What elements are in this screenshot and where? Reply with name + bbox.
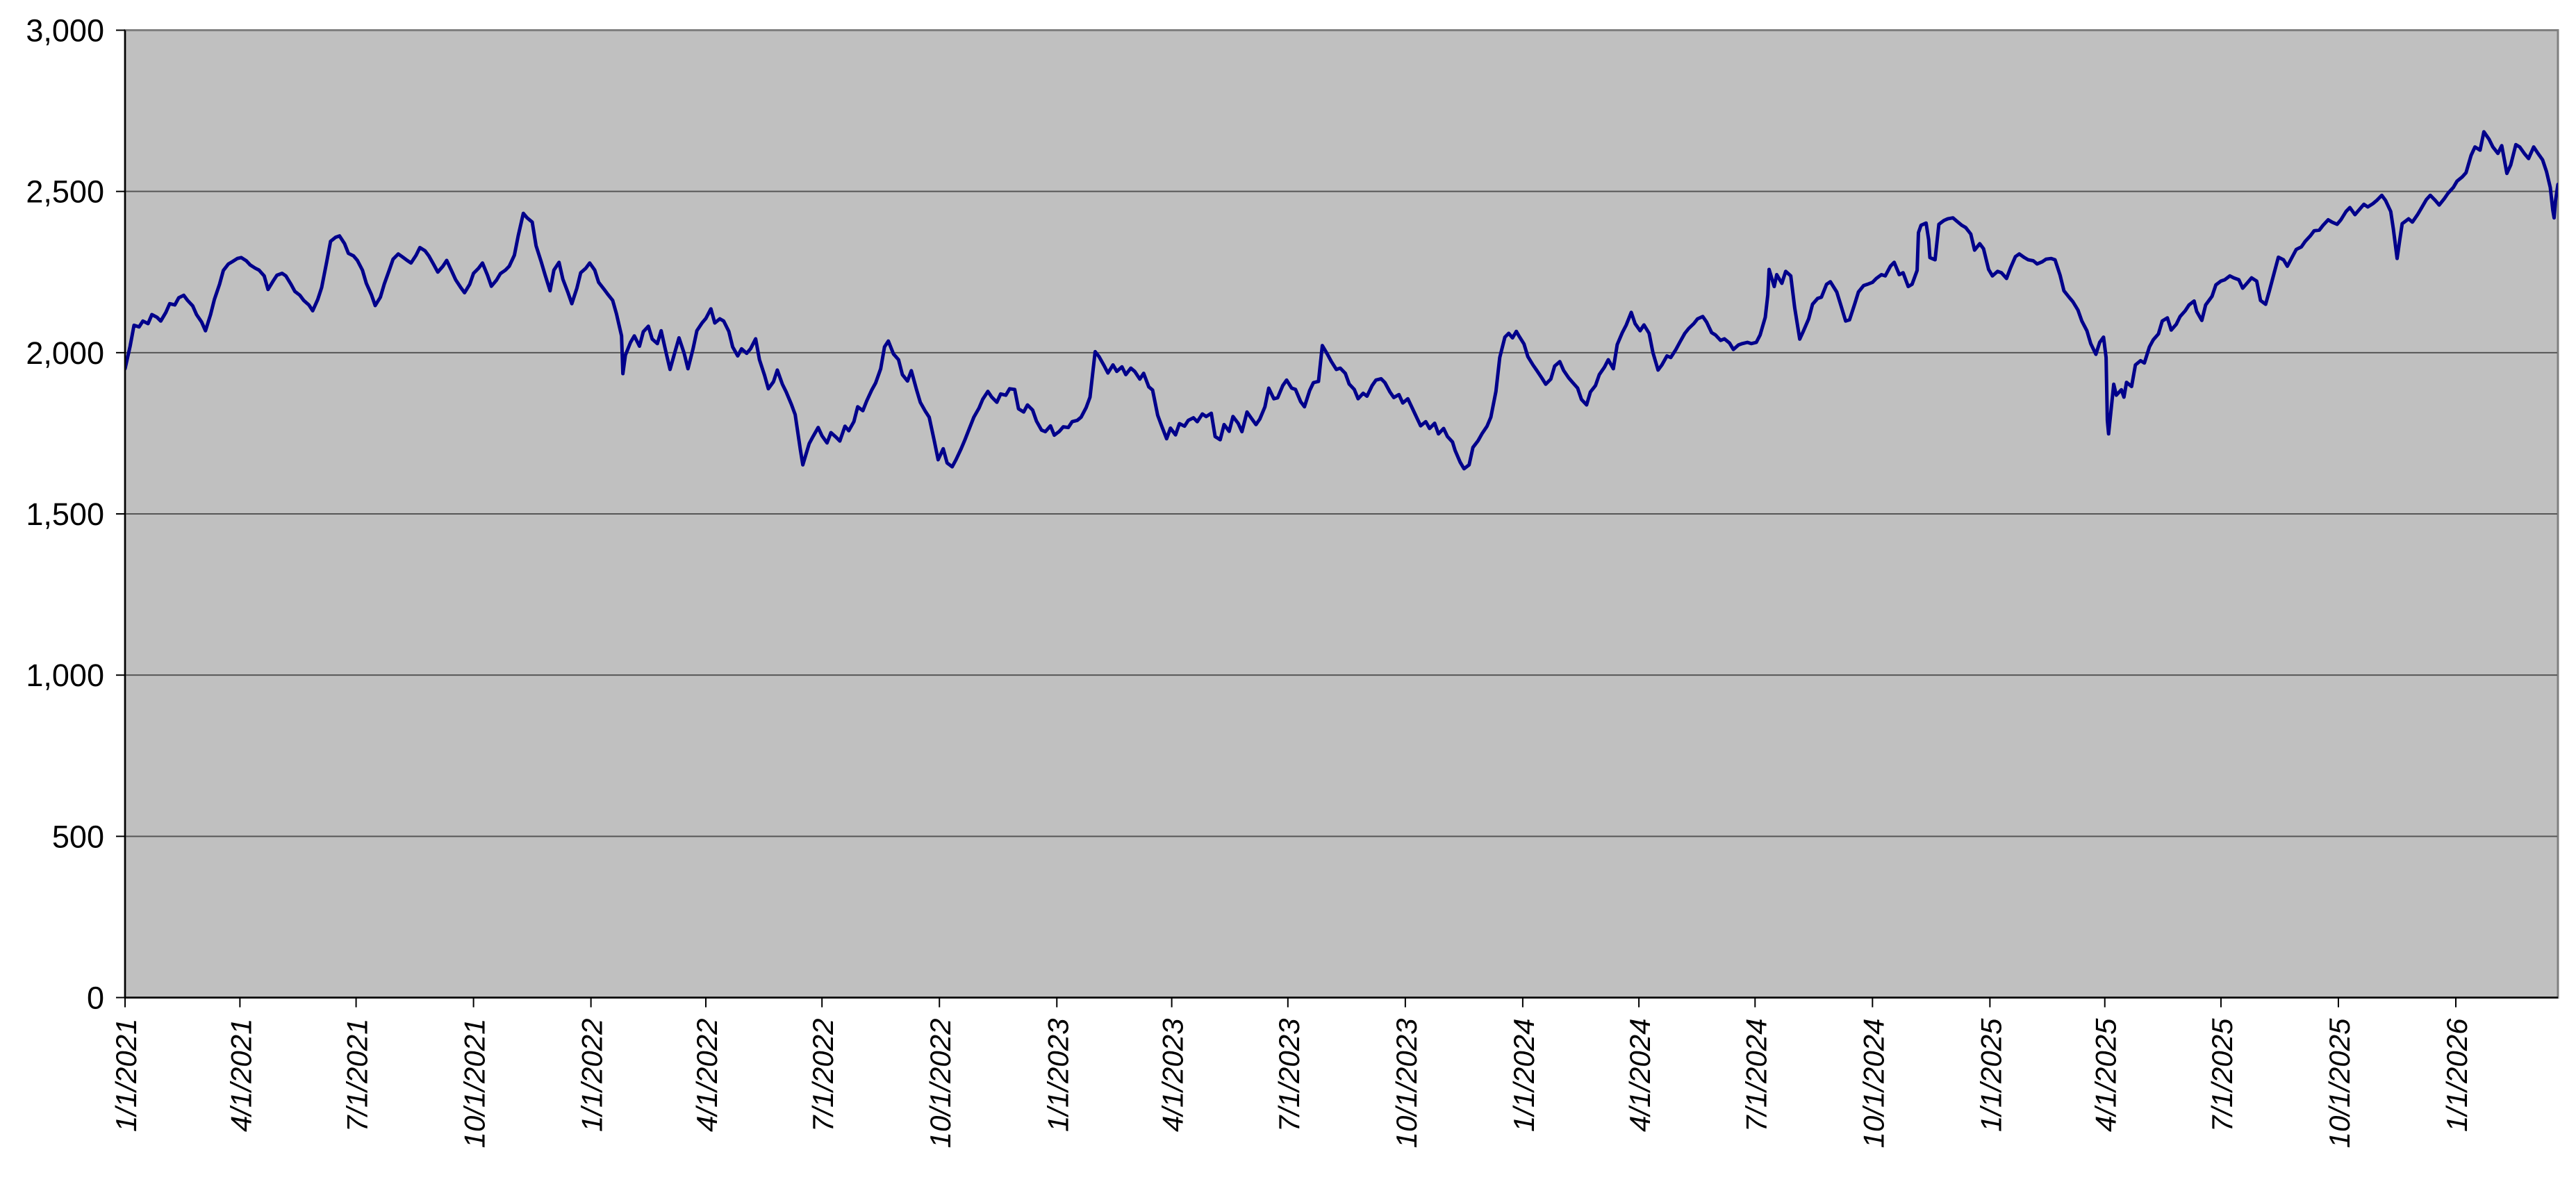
y-axis-label: 2,500 — [26, 174, 104, 210]
x-axis-label: 4/1/2022 — [691, 1019, 723, 1133]
x-axis-label: 1/1/2026 — [2441, 1018, 2473, 1132]
y-axis-label: 2,000 — [26, 335, 104, 371]
x-axis-label: 10/1/2021 — [459, 1019, 491, 1149]
x-axis-label: 4/1/2021 — [224, 1019, 257, 1133]
data-series-line — [125, 130, 2558, 471]
x-axis-label: 1/1/2022 — [576, 1019, 609, 1133]
x-axis-label: 1/1/2021 — [110, 1019, 142, 1133]
x-axis-label: 10/1/2023 — [1390, 1018, 1423, 1148]
x-axis-label: 7/1/2024 — [1740, 1019, 1772, 1133]
x-axis-label: 1/1/2024 — [1508, 1019, 1540, 1133]
x-axis-label: 4/1/2025 — [2090, 1018, 2122, 1132]
x-axis-label: 10/1/2025 — [2323, 1018, 2356, 1148]
x-axis-label: 1/1/2025 — [1974, 1018, 2007, 1132]
y-axis-label: 3,000 — [26, 13, 104, 49]
x-axis-label: 4/1/2024 — [1624, 1019, 1656, 1133]
x-axis-label: 7/1/2021 — [341, 1019, 374, 1133]
y-axis-label: 0 — [87, 981, 104, 1016]
y-axis-label: 1,500 — [26, 497, 104, 532]
x-axis-label: 10/1/2022 — [924, 1019, 957, 1149]
x-axis-label: 7/1/2023 — [1273, 1019, 1305, 1133]
x-axis-label: 10/1/2024 — [1857, 1019, 1890, 1149]
x-axis-label: 7/1/2022 — [807, 1019, 839, 1133]
x-axis-label: 1/1/2023 — [1041, 1019, 1074, 1133]
x-axis-label: 7/1/2025 — [2206, 1018, 2238, 1132]
x-axis-label: 4/1/2023 — [1157, 1019, 1189, 1133]
y-axis-label: 1,000 — [26, 658, 104, 693]
y-axis-label: 500 — [52, 819, 104, 854]
